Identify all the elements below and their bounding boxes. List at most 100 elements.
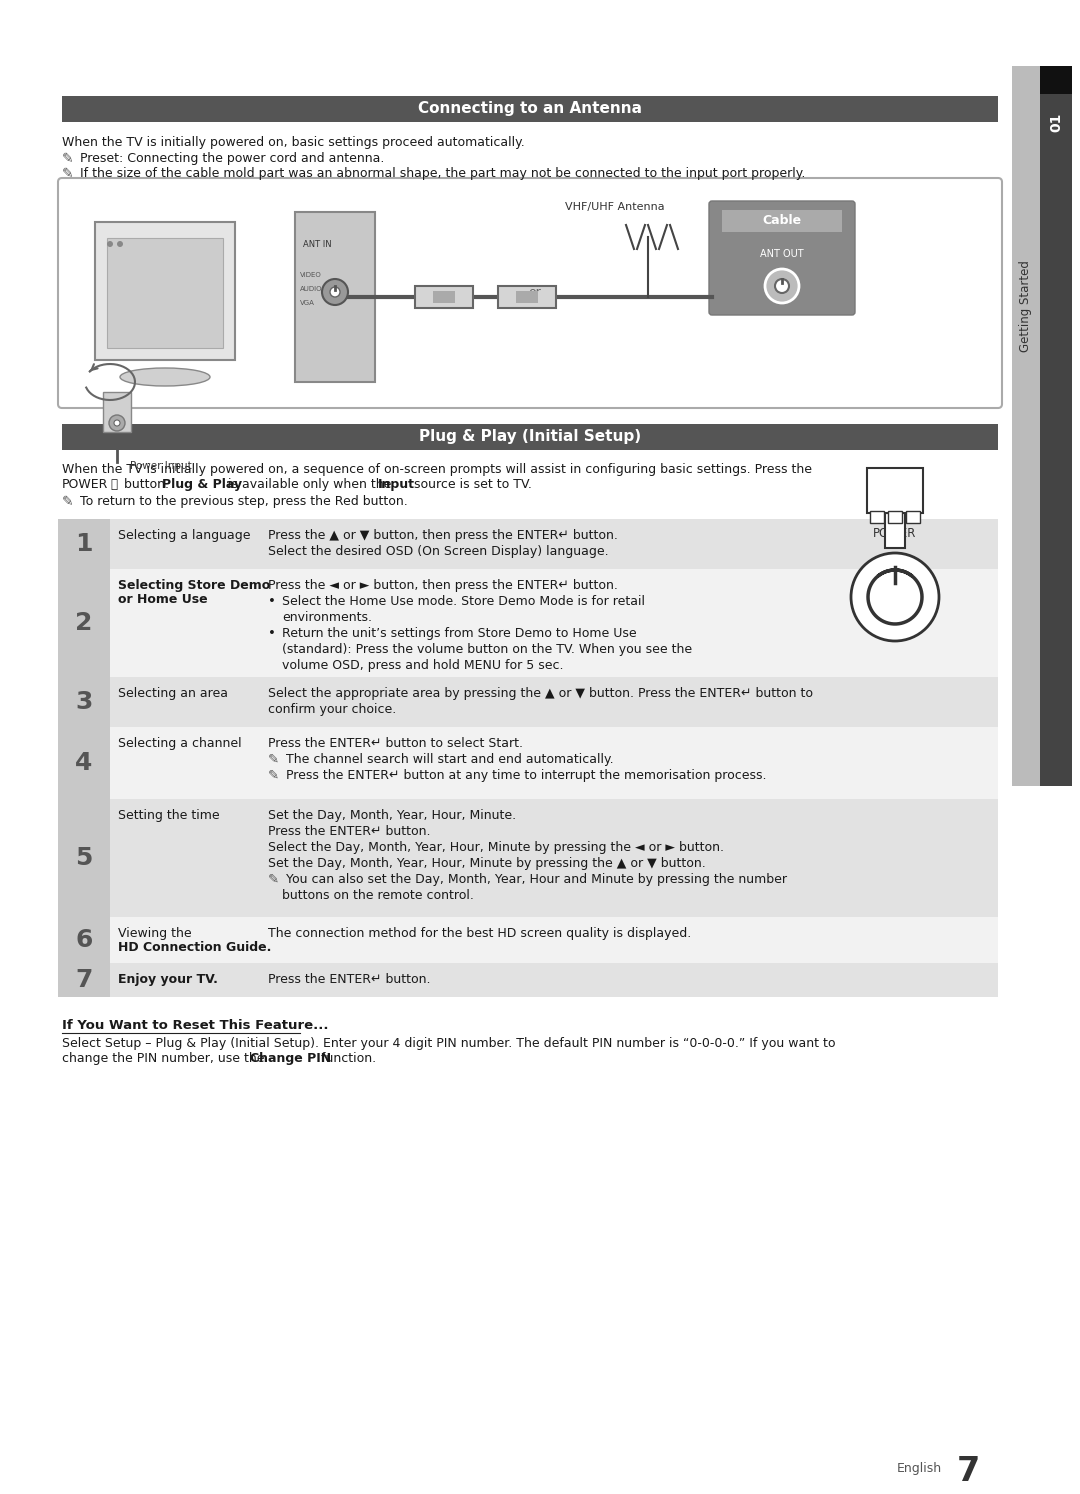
Text: The channel search will start and end automatically.: The channel search will start and end au… [286, 753, 613, 766]
Text: or Home Use: or Home Use [118, 593, 207, 607]
Text: Connecting to an Antenna: Connecting to an Antenna [418, 102, 642, 117]
Text: HD Connection Guide.: HD Connection Guide. [118, 941, 271, 955]
Bar [107, 238, 222, 348]
Text: Getting Started: Getting Started [1020, 260, 1032, 353]
Circle shape [775, 279, 789, 293]
Text: 2: 2 [76, 611, 93, 635]
Bar [58, 677, 998, 728]
Bar [62, 424, 998, 450]
Text: ⏻: ⏻ [110, 478, 117, 492]
Text: environments.: environments. [282, 611, 372, 624]
Text: source is set to TV.: source is set to TV. [410, 478, 531, 492]
Bar [58, 799, 998, 917]
Text: Change PIN: Change PIN [249, 1052, 332, 1065]
Circle shape [114, 420, 120, 426]
Text: To return to the previous step, press the Red button.: To return to the previous step, press th… [80, 495, 408, 508]
Text: 7: 7 [957, 1455, 980, 1488]
Bar [1040, 66, 1072, 94]
Bar [870, 511, 885, 523]
Text: 5: 5 [76, 846, 93, 870]
Text: ✎: ✎ [268, 753, 279, 766]
Bar [58, 917, 998, 964]
Text: Press the ENTER↵ button.: Press the ENTER↵ button. [268, 825, 431, 838]
Text: English: English [896, 1463, 942, 1475]
Bar [58, 917, 110, 964]
Text: Selecting an area: Selecting an area [118, 687, 228, 701]
Text: Select the Home Use mode. Store Demo Mode is for retail: Select the Home Use mode. Store Demo Mod… [282, 595, 645, 608]
Text: Enjoy your TV.: Enjoy your TV. [118, 973, 218, 986]
Text: When the TV is initially powered on, a sequence of on-screen prompts will assist: When the TV is initially powered on, a s… [62, 463, 812, 477]
Text: If the size of the cable mold part was an abnormal shape, the part may not be co: If the size of the cable mold part was a… [80, 167, 806, 179]
Bar [58, 728, 998, 799]
Text: Plug & Play (Initial Setup): Plug & Play (Initial Setup) [419, 429, 642, 445]
Text: POWER: POWER [874, 527, 917, 539]
Text: ANT OUT: ANT OUT [760, 249, 804, 258]
Bar [58, 677, 110, 728]
Text: AUDIO: AUDIO [300, 285, 323, 291]
Bar [433, 291, 455, 303]
Text: •: • [268, 595, 275, 608]
Bar [156, 341, 175, 359]
Bar [1040, 66, 1072, 786]
Text: If You Want to Reset This Feature...: If You Want to Reset This Feature... [62, 1019, 328, 1032]
Text: or: or [528, 285, 541, 299]
Text: Setting the time: Setting the time [118, 808, 219, 822]
Text: VIDEO: VIDEO [300, 272, 322, 278]
Ellipse shape [120, 368, 210, 385]
Text: Press the ENTER↵ button to select Start.: Press the ENTER↵ button to select Start. [268, 737, 523, 750]
Circle shape [109, 415, 125, 430]
Bar [58, 728, 110, 799]
Bar [723, 211, 842, 232]
Text: Viewing the: Viewing the [118, 926, 191, 940]
Text: change the PIN number, use the: change the PIN number, use the [62, 1052, 269, 1065]
Bar [58, 569, 110, 677]
Text: Select the Day, Month, Year, Hour, Minute by pressing the ◄ or ► button.: Select the Day, Month, Year, Hour, Minut… [268, 841, 724, 855]
Text: volume OSD, press and hold MENU for 5 sec.: volume OSD, press and hold MENU for 5 se… [282, 659, 564, 672]
Circle shape [765, 269, 799, 303]
Bar [415, 285, 473, 308]
Text: The connection method for the best HD screen quality is displayed.: The connection method for the best HD sc… [268, 926, 691, 940]
Text: confirm your choice.: confirm your choice. [268, 704, 396, 716]
Text: Press the ENTER↵ button.: Press the ENTER↵ button. [268, 973, 431, 986]
Text: Set the Day, Month, Year, Hour, Minute.: Set the Day, Month, Year, Hour, Minute. [268, 808, 516, 822]
Text: Selecting a language: Selecting a language [118, 529, 251, 542]
Text: VHF/UHF Antenna: VHF/UHF Antenna [565, 202, 664, 212]
Text: ✎: ✎ [62, 495, 73, 509]
Bar [58, 964, 110, 996]
Text: ✎: ✎ [268, 872, 279, 886]
Bar [58, 569, 998, 677]
FancyBboxPatch shape [708, 202, 855, 315]
Bar [58, 518, 110, 569]
Bar [516, 291, 538, 303]
Text: Return the unit’s settings from Store Demo to Home Use: Return the unit’s settings from Store De… [282, 627, 636, 639]
Bar [906, 511, 920, 523]
Bar [103, 391, 131, 432]
Text: Cable: Cable [762, 215, 801, 227]
Text: 7: 7 [76, 968, 93, 992]
Text: POWER: POWER [62, 478, 108, 492]
Text: buttons on the remote control.: buttons on the remote control. [282, 889, 474, 902]
FancyBboxPatch shape [58, 178, 1002, 408]
Text: Select Setup – Plug & Play (Initial Setup). Enter your 4 digit PIN number. The d: Select Setup – Plug & Play (Initial Setu… [62, 1037, 836, 1050]
Text: Selecting Store Demo: Selecting Store Demo [118, 580, 270, 592]
Text: ✎: ✎ [62, 167, 73, 181]
Bar [1012, 66, 1072, 786]
Text: Set the Day, Month, Year, Hour, Minute by pressing the ▲ or ▼ button.: Set the Day, Month, Year, Hour, Minute b… [268, 858, 705, 870]
Text: button.: button. [120, 478, 173, 492]
Bar [295, 212, 375, 382]
Text: Press the ENTER↵ button at any time to interrupt the memorisation process.: Press the ENTER↵ button at any time to i… [286, 769, 767, 781]
Bar [95, 223, 235, 360]
Text: 4: 4 [76, 751, 93, 775]
Text: 1: 1 [76, 532, 93, 556]
Circle shape [330, 287, 340, 297]
Circle shape [851, 553, 939, 641]
Bar [885, 512, 905, 548]
Text: Select the appropriate area by pressing the ▲ or ▼ button. Press the ENTER↵ butt: Select the appropriate area by pressing … [268, 687, 813, 701]
Text: ✎: ✎ [268, 769, 279, 781]
Circle shape [107, 241, 113, 247]
Text: 3: 3 [76, 690, 93, 714]
Text: Selecting a channel: Selecting a channel [118, 737, 242, 750]
Text: Press the ◄ or ► button, then press the ENTER↵ button.: Press the ◄ or ► button, then press the … [268, 580, 618, 592]
Circle shape [322, 279, 348, 305]
Text: When the TV is initially powered on, basic settings proceed automatically.: When the TV is initially powered on, bas… [62, 136, 525, 149]
